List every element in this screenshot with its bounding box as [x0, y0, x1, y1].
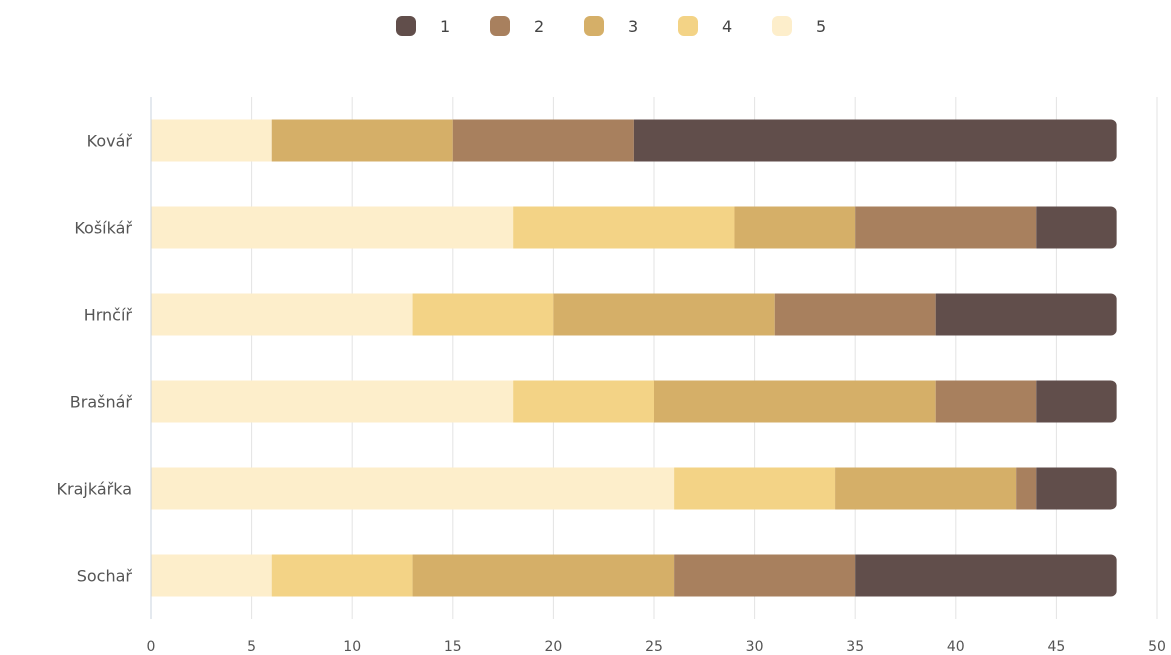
bar-row	[151, 380, 1117, 423]
legend-item-series-1: 1	[396, 16, 450, 36]
x-tick-label: 25	[645, 639, 663, 655]
bar-segment-series-1	[633, 119, 1117, 162]
legend-label: 1	[440, 17, 450, 36]
bar-segment-series-2	[774, 293, 936, 336]
bar-segment-series-2	[1016, 467, 1037, 510]
bar-segment-series-2	[674, 554, 856, 597]
bars	[151, 119, 1117, 597]
bar-segment-series-1	[855, 554, 1117, 597]
y-category-label: Brašnář	[70, 393, 133, 412]
x-axis: 0 5 10 15 20 25 30 35 40 45 50	[147, 639, 1166, 655]
x-tick-label: 45	[1047, 639, 1065, 655]
x-tick-label: 5	[247, 639, 256, 655]
bar-segment-series-4	[513, 380, 654, 423]
y-category-label: Hrnčíř	[84, 306, 133, 325]
bar-segment-series-1	[935, 293, 1117, 336]
bar-segment-series-2	[935, 380, 1037, 423]
bar-segment-series-5	[151, 554, 272, 597]
legend-item-series-5: 5	[772, 16, 826, 36]
x-tick-label: 0	[147, 639, 156, 655]
legend-label: 5	[816, 17, 826, 36]
bar-segment-series-3	[654, 380, 936, 423]
bar-segment-series-1	[1036, 380, 1117, 423]
bar-segment-series-4	[674, 467, 836, 510]
bar-segment-series-4	[412, 293, 554, 336]
bar-segment-series-2	[855, 206, 1037, 249]
y-category-label: Kovář	[87, 132, 133, 151]
legend-swatch	[772, 16, 792, 36]
y-category-label: Košíkář	[74, 219, 132, 238]
y-axis: Kovář Košíkář Hrnčíř Brašnář Krajkářka Sochař	[57, 97, 152, 619]
legend-label: 2	[534, 17, 544, 36]
bar-segment-series-1	[1036, 206, 1117, 249]
y-category-label: Sochař	[77, 567, 133, 586]
bar-row	[151, 554, 1117, 597]
bar-segment-series-3	[412, 554, 675, 597]
bar-segment-series-5	[151, 467, 675, 510]
bar-segment-series-3	[734, 206, 856, 249]
bar-segment-series-4	[271, 554, 413, 597]
x-tick-label: 10	[343, 639, 361, 655]
legend: 1 2 3 4 5	[396, 16, 826, 36]
x-tick-label: 35	[846, 639, 864, 655]
bar-row	[151, 119, 1117, 162]
legend-item-series-2: 2	[490, 16, 544, 36]
bar-segment-series-5	[151, 206, 514, 249]
legend-swatch	[396, 16, 416, 36]
legend-swatch	[584, 16, 604, 36]
legend-item-series-4: 4	[678, 16, 732, 36]
bar-row	[151, 467, 1117, 510]
bar-segment-series-1	[1036, 467, 1117, 510]
bar-segment-series-3	[271, 119, 453, 162]
bar-segment-series-2	[452, 119, 634, 162]
bar-segment-series-3	[553, 293, 775, 336]
legend-label: 4	[722, 17, 732, 36]
bar-segment-series-5	[151, 119, 272, 162]
y-category-label: Krajkářka	[57, 480, 132, 499]
legend-label: 3	[628, 17, 638, 36]
x-tick-label: 20	[544, 639, 562, 655]
bar-segment-series-5	[151, 380, 514, 423]
legend-swatch	[490, 16, 510, 36]
x-tick-label: 30	[746, 639, 764, 655]
bar-segment-series-3	[835, 467, 1017, 510]
grid	[251, 97, 1158, 619]
x-tick-label: 15	[444, 639, 462, 655]
x-tick-label: 40	[947, 639, 965, 655]
bar-segment-series-4	[513, 206, 735, 249]
legend-item-series-3: 3	[584, 16, 638, 36]
bar-row	[151, 206, 1117, 249]
legend-swatch	[678, 16, 698, 36]
bar-segment-series-5	[151, 293, 413, 336]
bar-row	[151, 293, 1117, 336]
x-tick-label: 50	[1148, 639, 1166, 655]
